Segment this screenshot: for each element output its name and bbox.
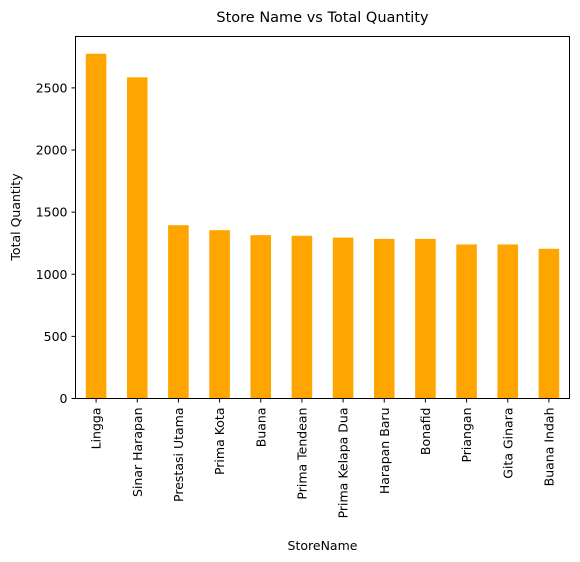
x-tick-label: Priangan xyxy=(459,408,474,463)
chart-title: Store Name vs Total Quantity xyxy=(216,10,429,26)
bar-sinar-harapan xyxy=(126,77,148,399)
x-tick-label: Buana xyxy=(253,408,268,448)
x-tick-label: Bonafid xyxy=(418,408,433,456)
x-tick-label: Gita Ginara xyxy=(500,408,515,479)
x-tick-label: Prima Tendean xyxy=(294,408,309,500)
bar-gita-ginara xyxy=(497,244,519,399)
x-tick-label: Prima Kota xyxy=(212,408,227,476)
bar-lingga xyxy=(85,53,107,399)
x-axis-ticks: Lingga Sinar Harapan Prestasi Utama Prima K… xyxy=(89,398,556,519)
bar-buana-indah xyxy=(538,248,560,399)
y-tick-label: 1000 xyxy=(36,267,68,282)
bars-group xyxy=(85,53,560,399)
bar-prestasi-utama xyxy=(168,225,189,399)
y-tick-label: 0 xyxy=(60,391,68,406)
x-tick-label: Harapan Baru xyxy=(377,408,392,495)
x-tick-label: Prestasi Utama xyxy=(171,408,186,502)
bar-prima-tendean xyxy=(291,235,313,399)
bar-harapan-baru xyxy=(373,238,395,399)
bar-prima-kota xyxy=(209,230,230,399)
y-tick-label: 500 xyxy=(44,329,68,344)
y-tick-label: 2000 xyxy=(36,143,68,158)
y-tick-label: 1500 xyxy=(36,205,68,220)
bar-bonafid xyxy=(415,238,436,399)
bar-buana xyxy=(250,235,272,399)
y-axis-ticks: 0 500 1000 1500 2000 2500 xyxy=(36,80,76,406)
plot-frame xyxy=(75,36,570,399)
x-tick-label: Sinar Harapan xyxy=(130,408,145,497)
y-axis-label: Total Quantity xyxy=(8,173,23,262)
bar-priangan xyxy=(456,244,477,399)
x-tick-label: Prima Kelapa Dua xyxy=(336,408,351,519)
bar-prima-kelapa-dua xyxy=(332,237,354,399)
x-tick-label: Buana Indah xyxy=(541,408,556,487)
x-tick-label: Lingga xyxy=(89,408,104,450)
x-axis-label: StoreName xyxy=(288,538,358,553)
y-tick-label: 2500 xyxy=(36,80,68,95)
